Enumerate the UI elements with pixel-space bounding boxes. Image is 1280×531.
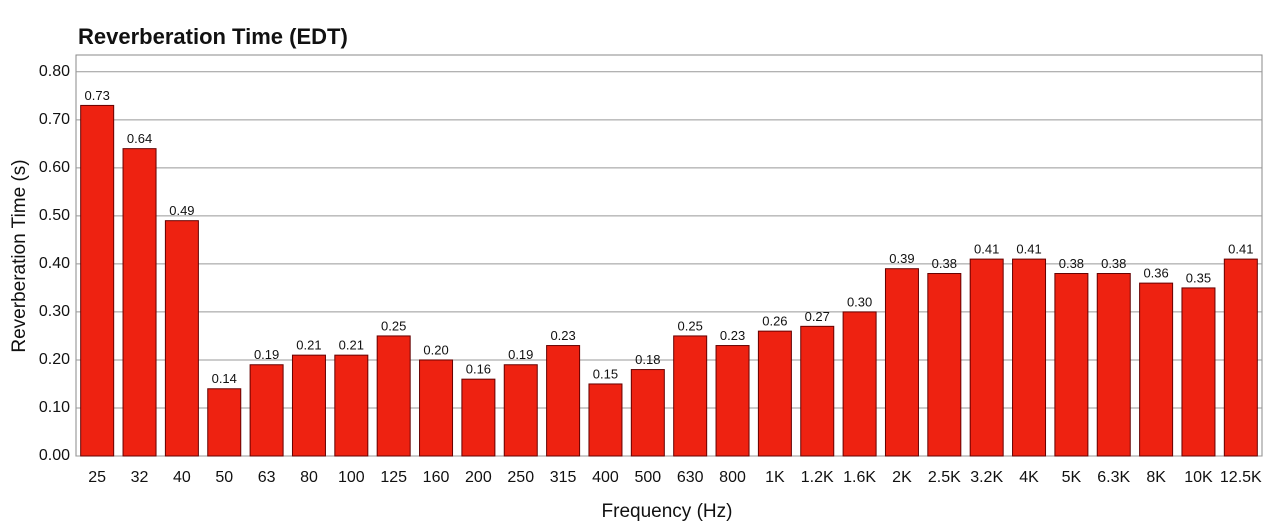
x-tick-label: 630 [677,469,704,486]
value-label: 0.64 [127,131,152,146]
value-label: 0.15 [593,366,618,381]
x-tick-label: 50 [215,469,233,486]
value-label: 0.38 [1101,256,1126,271]
x-tick-label: 2.5K [928,469,961,486]
bar [1139,282,1174,457]
value-label: 0.18 [635,352,660,367]
bar [207,388,242,457]
y-tick-label: 0.50 [39,207,70,224]
bar [546,345,581,457]
bar [630,369,665,457]
y-tick-label: 0.00 [39,447,70,464]
x-tick-label: 125 [380,469,407,486]
bar [588,383,623,457]
x-tick-label: 3.2K [970,469,1003,486]
value-label: 0.19 [254,347,279,362]
y-tick-label: 0.80 [39,63,70,80]
bar [969,258,1004,457]
y-tick-label: 0.20 [39,351,70,368]
x-tick-label: 2K [892,469,912,486]
bar [249,364,284,457]
y-tick-label: 0.10 [39,399,70,416]
x-tick-label: 400 [592,469,619,486]
x-tick-label: 8K [1146,469,1166,486]
bar [884,268,919,457]
value-label: 0.25 [381,318,406,333]
value-label: 0.21 [339,338,364,353]
bar [291,354,326,457]
value-label: 0.16 [466,362,491,377]
bar [80,104,115,457]
x-tick-label: 40 [173,469,191,486]
bar [927,273,962,457]
value-label: 0.35 [1186,270,1211,285]
bar [461,378,496,457]
value-label: 0.30 [847,294,872,309]
bar [800,325,835,457]
x-tick-label: 10K [1184,469,1213,486]
y-tick-label: 0.60 [39,159,70,176]
value-label: 0.20 [423,342,448,357]
x-tick-label: 315 [550,469,577,486]
x-tick-label: 6.3K [1097,469,1130,486]
bar [842,311,877,457]
value-label: 0.21 [296,338,321,353]
bar [1181,287,1216,457]
bar [673,335,708,457]
x-tick-label: 100 [338,469,365,486]
bar [757,330,792,457]
value-label: 0.23 [720,328,745,343]
value-label: 0.38 [932,256,957,271]
x-tick-label: 63 [258,469,276,486]
x-tick-label: 25 [88,469,106,486]
value-label: 0.38 [1059,256,1084,271]
value-label: 0.19 [508,347,533,362]
x-tick-label: 4K [1019,469,1039,486]
x-tick-label: 32 [131,469,149,486]
x-axis-title: Frequency (Hz) [602,501,733,522]
x-tick-label: 250 [507,469,534,486]
bar [1223,258,1258,457]
x-tick-label: 800 [719,469,746,486]
x-tick-label: 200 [465,469,492,486]
value-label: 0.25 [678,318,703,333]
y-tick-label: 0.70 [39,111,70,128]
value-label: 0.41 [974,242,999,257]
value-label: 0.39 [889,251,914,266]
bar [164,220,199,457]
chart-title: Reverberation Time (EDT) [78,24,348,49]
value-label: 0.14 [212,371,237,386]
bar [376,335,411,457]
bar [503,364,538,457]
value-label: 0.23 [550,328,575,343]
x-tick-label: 1K [765,469,785,486]
x-tick-label: 12.5K [1220,469,1262,486]
value-label: 0.26 [762,314,787,329]
bar [715,345,750,457]
y-axis-title: Reverberation Time (s) [9,159,30,352]
bar [1012,258,1047,457]
bar [122,148,157,457]
bar [419,359,454,457]
value-label: 0.36 [1143,266,1168,281]
value-label: 0.73 [85,88,110,103]
bar [334,354,369,457]
value-label: 0.49 [169,203,194,218]
x-tick-label: 500 [634,469,661,486]
x-tick-label: 160 [423,469,450,486]
bar [1096,273,1131,457]
x-tick-label: 5K [1062,469,1082,486]
bar [1054,273,1089,457]
value-label: 0.41 [1228,242,1253,257]
x-tick-label: 1.2K [801,469,834,486]
x-tick-label: 1.6K [843,469,876,486]
y-tick-label: 0.30 [39,303,70,320]
y-tick-label: 0.40 [39,255,70,272]
x-tick-label: 80 [300,469,318,486]
value-label: 0.41 [1016,242,1041,257]
value-label: 0.27 [805,309,830,324]
